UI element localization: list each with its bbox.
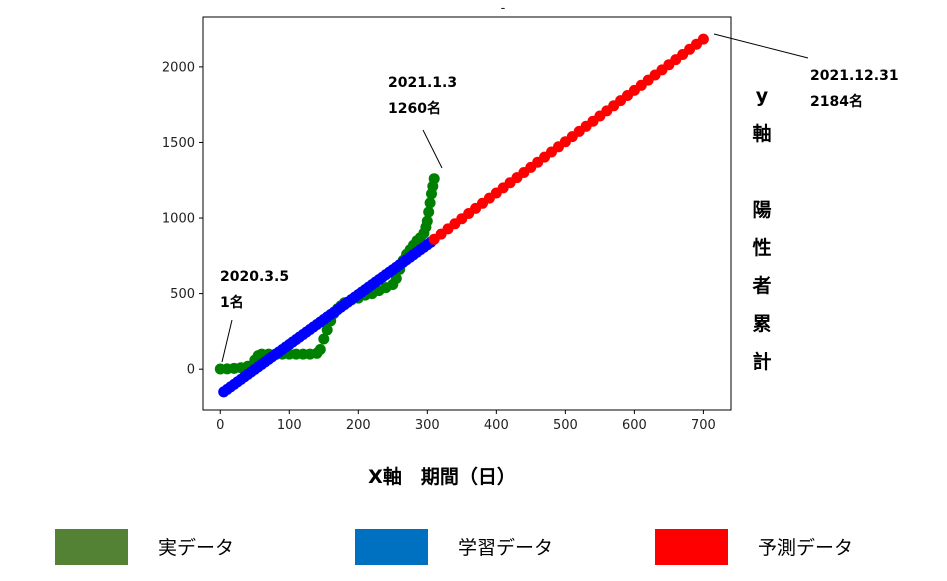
- y-axis-label-char: 累: [752, 313, 771, 335]
- y-axis-label-char: 者: [752, 275, 771, 297]
- data-point: [428, 173, 440, 185]
- y-tick-label: 0: [187, 363, 195, 378]
- x-tick-label: 600: [622, 418, 647, 433]
- annotation-label: 1260名: [388, 100, 441, 117]
- annotations: 2021.1.3 1260名 2020.3.5 1名 2021.12.31 2184名: [220, 33, 899, 363]
- x-tick-label: 700: [691, 418, 716, 433]
- x-tick-label: 400: [484, 418, 509, 433]
- y-tick-label: 500: [170, 287, 195, 302]
- legend: 実データ 学習データ 予測データ: [55, 529, 853, 565]
- legend-swatch: [655, 529, 728, 565]
- annotation-label: 2184名: [810, 93, 863, 110]
- annotation-leader: [713, 33, 809, 59]
- legend-label: 実データ: [158, 537, 234, 559]
- annotation-leader: [422, 129, 443, 169]
- x-axis-label: X軸 期間（日）: [368, 465, 516, 488]
- legend-label: 学習データ: [458, 537, 553, 559]
- legend-swatch: [355, 529, 428, 565]
- series-2: [218, 236, 437, 398]
- annotation-label: 1名: [220, 294, 244, 311]
- annotation-label: 2020.3.5: [220, 269, 289, 285]
- legend-swatch: [55, 529, 128, 565]
- annotation-label: 2021.1.3: [388, 75, 457, 91]
- y-axis-label-char: 陽: [752, 199, 771, 221]
- data-point: [421, 215, 433, 227]
- x-tick-label: 100: [277, 418, 302, 433]
- y-tick-label: 2000: [162, 60, 195, 75]
- x-tick-label: 0: [216, 418, 224, 433]
- x-tick-label: 300: [415, 418, 440, 433]
- data-point: [314, 344, 326, 355]
- x-tick-label: 500: [553, 418, 578, 433]
- data-point: [423, 206, 435, 218]
- x-tick-label: 200: [346, 418, 371, 433]
- data-point: [321, 324, 333, 336]
- annotation-label: 2021.12.31: [810, 68, 899, 84]
- chart-title: -: [501, 1, 506, 16]
- y-axis-label-char: y: [756, 85, 769, 107]
- y-tick-label: 1000: [162, 212, 195, 227]
- data-point: [424, 197, 436, 209]
- y-tick-label: 1500: [162, 136, 195, 151]
- y-axis-label-char: 軸: [752, 122, 771, 145]
- y-axis-label-char: 性: [752, 236, 771, 259]
- plot-area: [214, 33, 709, 398]
- y-axis-label-char: 計: [752, 350, 771, 373]
- series-3: [428, 33, 709, 245]
- data-point: [318, 333, 330, 345]
- plot-frame: [202, 16, 732, 411]
- annotation-leader: [221, 319, 233, 363]
- data-point: [390, 273, 402, 284]
- axes: 0 100 200 300 400 500 600 700 0 500 1000 1500 2000: [162, 16, 732, 433]
- data-point: [697, 33, 709, 45]
- legend-label: 予測データ: [758, 537, 853, 559]
